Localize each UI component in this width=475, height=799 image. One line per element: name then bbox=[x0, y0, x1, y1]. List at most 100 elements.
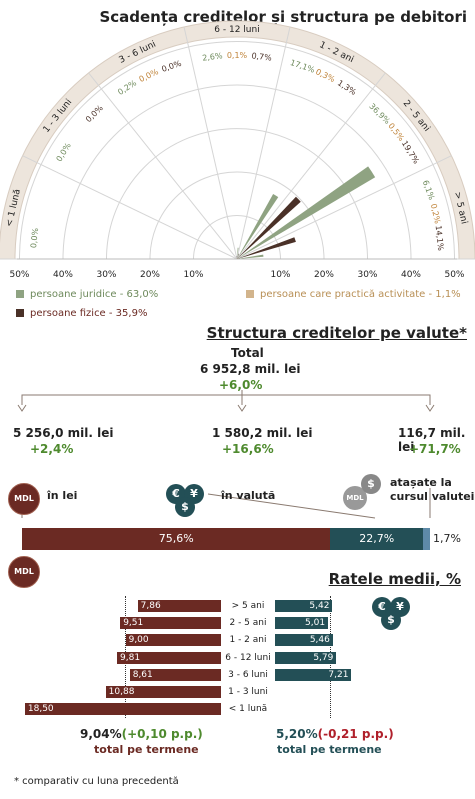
rate-row-label: 6 - 12 luni bbox=[225, 652, 271, 663]
lei-total: 9,04%(+0,10 p.p.) bbox=[80, 727, 203, 741]
rate-row-label: 2 - 5 ani bbox=[229, 618, 267, 629]
sector-value-label: 19,7% bbox=[400, 139, 421, 166]
rate-bar-lei-label: 7,86 bbox=[140, 601, 161, 611]
sector-label: 6 - 12 luni bbox=[214, 25, 259, 35]
lei-total-label: total pe termene bbox=[94, 743, 199, 756]
axis-tick-label: 40% bbox=[53, 270, 73, 280]
dollar-icon: $ bbox=[381, 610, 401, 630]
radial-bar bbox=[237, 247, 239, 259]
lei-change: +2,4% bbox=[30, 442, 74, 456]
sector-value-label: 0,3% bbox=[314, 67, 337, 84]
rate-bar-valuta-label: 5,42 bbox=[309, 601, 330, 611]
legend-juridice: persoane juridice - 63,0% bbox=[16, 289, 158, 300]
rate-bar-lei-label: 18,50 bbox=[27, 704, 54, 715]
bar-segment-lei: 75,6% bbox=[22, 528, 331, 550]
sector-value-label: 0,0% bbox=[160, 59, 183, 74]
sector-divider bbox=[88, 72, 238, 260]
currency-stacked-bar: 75,6% 22,7% bbox=[22, 528, 430, 550]
rate-bar-valuta: 5,01 bbox=[275, 617, 329, 630]
axis-tick-label: 20% bbox=[314, 270, 334, 280]
valuta-total-value: 5,20% bbox=[276, 727, 318, 741]
axis-tick-label: 50% bbox=[9, 270, 29, 280]
atasate-change: +71,7% bbox=[409, 442, 461, 456]
currency-icon: € ¥ $ bbox=[166, 484, 206, 518]
grid-circle bbox=[62, 84, 412, 260]
total-label: Total bbox=[231, 346, 264, 360]
axis-tick-label: 50% bbox=[444, 270, 464, 280]
rate-bar-lei-label: 9,81 bbox=[120, 652, 141, 663]
connector-lines bbox=[17, 390, 435, 519]
axis-tick-label: 30% bbox=[357, 270, 377, 280]
arrow-lei bbox=[17, 404, 27, 412]
sector-value-label: 0,0% bbox=[84, 103, 105, 124]
grid-circle bbox=[149, 171, 325, 260]
footnote: * comparativ cu luna precedentă bbox=[14, 776, 179, 787]
legend-activitate-swatch bbox=[246, 290, 254, 298]
valuta-label: în valută bbox=[221, 489, 276, 502]
grid-circle bbox=[19, 41, 455, 260]
sector-divider bbox=[236, 72, 386, 260]
rate-row-label: 1 - 2 ani bbox=[229, 635, 267, 646]
rate-bar-lei: 9,00 bbox=[125, 634, 221, 647]
rate-bar-valuta-label: 5,46 bbox=[309, 635, 330, 646]
radial-bar bbox=[237, 257, 238, 259]
radial-bar bbox=[237, 237, 296, 259]
sector-value-label: 0,7% bbox=[251, 51, 273, 62]
attached-currency-icon: MDL $ bbox=[343, 472, 383, 512]
arrow-atasate bbox=[425, 404, 435, 412]
axis-tick-label: 10% bbox=[183, 270, 203, 280]
chart3-title: Ratele medii, % bbox=[328, 570, 461, 588]
grid-circle bbox=[106, 128, 368, 260]
rate-bar-lei: 7,86 bbox=[137, 600, 221, 612]
rate-bar-lei: 10,88 bbox=[105, 686, 221, 698]
atasate-label-1: atașate la bbox=[390, 476, 452, 489]
valuta-value: 1 580,2 mil. lei bbox=[212, 426, 313, 440]
rate-bar-lei-label: 9,51 bbox=[123, 618, 144, 629]
atasate-label-2: cursul valutei bbox=[390, 490, 475, 503]
bar-segment-valuta: 22,7% bbox=[330, 528, 424, 550]
axis-tick-label: 30% bbox=[96, 270, 116, 280]
axis-tick-label: 20% bbox=[140, 270, 160, 280]
mdl-icon: MDL bbox=[8, 483, 40, 515]
legend-juridice-label: persoane juridice - 63,0% bbox=[30, 289, 159, 300]
valuta-change: +16,6% bbox=[222, 442, 274, 456]
rates-chart: 7,86 5,42 > 5 ani 9,51 5,01 2 - 5 ani 9,00 5,46… bbox=[0, 596, 475, 725]
legend-activitate: persoane care practică activitate - 1,1% bbox=[246, 289, 461, 300]
rate-bar-lei: 8,61 bbox=[129, 668, 221, 681]
atasate-value: 116,7 mil. lei bbox=[398, 426, 466, 454]
rate-bar-valuta-label: 7,21 bbox=[328, 669, 349, 680]
lei-value: 5 256,0 mil. lei bbox=[13, 426, 114, 440]
rate-bar-lei: 18,50 bbox=[24, 703, 221, 716]
lei-label: în lei bbox=[47, 489, 78, 502]
chart2-title: Structura creditelor pe valute* bbox=[206, 324, 467, 342]
total-value: 6 952,8 mil. lei bbox=[200, 362, 301, 376]
grid-circle bbox=[193, 215, 281, 260]
radial-bar bbox=[237, 193, 279, 259]
rate-row-label: 3 - 6 luni bbox=[228, 669, 268, 680]
sector-value-label: 0,0% bbox=[29, 227, 40, 249]
sector-value-label: 0,2% bbox=[116, 78, 138, 97]
bar-atasate-label: 1,7% bbox=[433, 532, 461, 545]
chart1-title: Scadența creditelor și structura pe debi… bbox=[99, 8, 467, 26]
valuta-total-label: total pe termene bbox=[277, 743, 382, 756]
mdl-icon-rates: MDL bbox=[8, 556, 40, 588]
lei-total-change: (+0,10 p.p.) bbox=[121, 727, 203, 741]
valuta-total-change: (-0,21 p.p.) bbox=[317, 727, 394, 741]
sector-value-label: 2,6% bbox=[202, 51, 224, 62]
rate-bar-lei-label: 10,88 bbox=[108, 687, 135, 697]
radial-bar bbox=[237, 196, 301, 259]
rate-row-label: < 1 lună bbox=[228, 704, 268, 715]
axis-tick-label: 40% bbox=[401, 270, 421, 280]
sector-value-label: 0,0% bbox=[138, 67, 161, 84]
sector-value-label: 1,3% bbox=[336, 78, 358, 97]
rate-bar-lei-label: 9,00 bbox=[128, 635, 149, 646]
sector-value-label: 6,1% bbox=[421, 179, 436, 202]
sector-value-label: 14,1% bbox=[434, 225, 446, 252]
rate-bar-valuta: 7,21 bbox=[275, 668, 352, 681]
legend-fizice-swatch bbox=[16, 309, 24, 317]
outer-band bbox=[0, 20, 475, 260]
currency-icon-rates: € ¥ $ bbox=[372, 597, 412, 631]
bar-lei-label: 75,6% bbox=[158, 532, 194, 545]
